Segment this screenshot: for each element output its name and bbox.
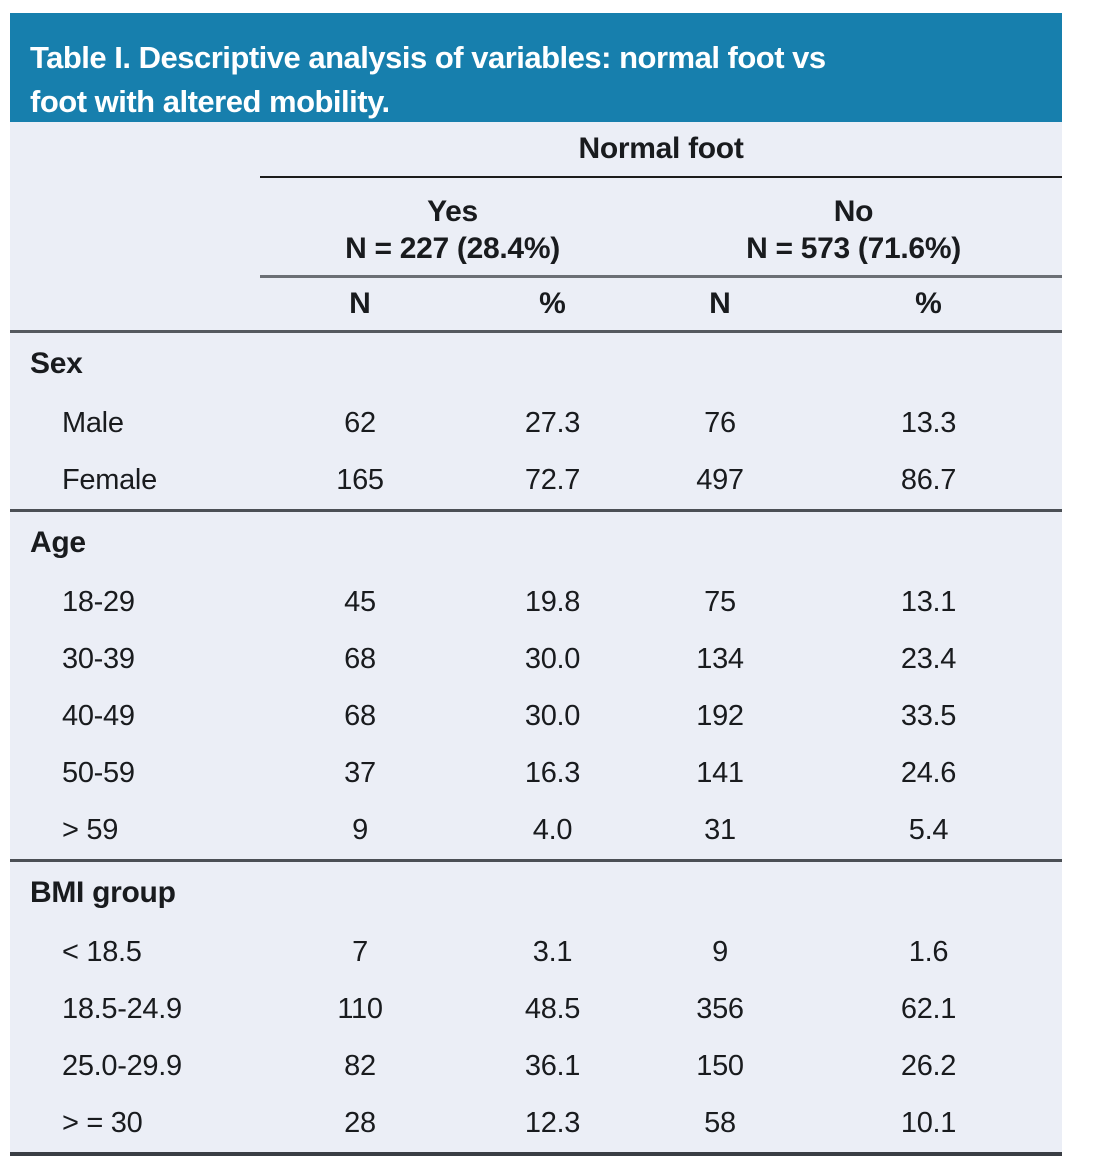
section-header-row: Age (10, 512, 1062, 574)
row-label: Male (62, 407, 124, 439)
cell-no-n: 75 (704, 586, 736, 618)
section-header-row: Sex (10, 333, 1062, 395)
cell-yes-pct: 48.5 (524, 993, 581, 1025)
cell-yes-pct: 3.1 (532, 936, 573, 968)
cell-yes-pct: 72.7 (524, 464, 581, 496)
column-header-no-n: N (709, 287, 731, 320)
column-header-row: N % N % (10, 278, 1062, 333)
cell-yes-pct: 4.0 (532, 814, 573, 846)
subgroup-yes-cell: Yes N = 227 (28.4%) (260, 178, 645, 278)
page: Table I. Descriptive analysis of variabl… (0, 13, 1096, 1163)
cell-yes-pct: 30.0 (524, 643, 581, 675)
section-bmi-group: BMI group < 18.5 7 3.1 9 1.6 18.5-24.9 1… (10, 859, 1062, 1152)
section-age: Age 18-29 45 19.8 75 13.1 30-39 68 30.0 … (10, 509, 1062, 859)
cell-no-pct: 33.5 (900, 700, 957, 732)
group-header-row: Normal foot (10, 122, 1062, 178)
cell-yes-n: 68 (344, 643, 376, 675)
cell-no-pct: 24.6 (900, 757, 957, 789)
spacer-cell (10, 178, 260, 278)
row-label: 18-29 (62, 586, 135, 618)
descriptive-table: Normal foot Yes N = 227 (28.4%) No N = 5… (10, 122, 1062, 1156)
cell-no-pct: 10.1 (900, 1107, 957, 1139)
cell-no-pct: 5.4 (908, 814, 949, 846)
column-header-yes-pct: % (539, 287, 566, 320)
cell-no-n: 356 (696, 993, 744, 1025)
cell-yes-pct: 12.3 (524, 1107, 581, 1139)
spacer-cell (10, 122, 260, 178)
column-header-yes-n: N (349, 287, 371, 320)
section-sex: Sex Male 62 27.3 76 13.3 Female 165 72.7… (10, 333, 1062, 509)
table-row: > 59 9 4.0 31 5.4 (10, 802, 1062, 859)
cell-no-n: 76 (704, 407, 736, 439)
cell-no-n: 141 (696, 757, 744, 789)
cell-yes-pct: 27.3 (524, 407, 581, 439)
spacer-cell (10, 278, 260, 330)
cell-no-pct: 23.4 (900, 643, 957, 675)
row-label: 30-39 (62, 643, 135, 675)
group-header-label: Normal foot (578, 132, 744, 165)
cell-yes-n: 110 (337, 993, 383, 1025)
cell-no-n: 134 (696, 643, 744, 675)
table-title: Table I. Descriptive analysis of variabl… (30, 40, 826, 119)
table-row: Male 62 27.3 76 13.3 (10, 395, 1062, 452)
row-label: > 59 (62, 814, 119, 846)
cell-no-pct: 13.3 (900, 407, 957, 439)
table-row: 50-59 37 16.3 141 24.6 (10, 745, 1062, 802)
row-label: 50-59 (62, 757, 135, 789)
table-row: Female 165 72.7 497 86.7 (10, 452, 1062, 509)
column-header-no-pct: % (915, 287, 942, 320)
row-label: < 18.5 (62, 936, 142, 968)
table-row: 18.5-24.9 110 48.5 356 62.1 (10, 981, 1062, 1038)
cell-yes-n: 7 (352, 936, 368, 968)
cell-no-pct: 1.6 (908, 936, 949, 968)
group-header-cell: Normal foot (260, 122, 1062, 178)
cell-yes-pct: 19.8 (524, 586, 581, 618)
row-label: Female (62, 464, 157, 496)
cell-yes-n: 165 (336, 464, 384, 496)
subgroup-yes-count: N = 227 (28.4%) (345, 231, 560, 265)
cell-no-pct: 13.1 (900, 586, 957, 618)
cell-yes-n: 68 (344, 700, 376, 732)
subgroup-no-label: No (833, 194, 874, 228)
cell-yes-pct: 36.1 (524, 1050, 581, 1082)
cell-yes-n: 9 (352, 814, 368, 846)
section-label: Age (30, 526, 86, 559)
cell-yes-pct: 16.3 (524, 757, 581, 789)
subgroup-header-row: Yes N = 227 (28.4%) No N = 573 (71.6%) (10, 178, 1062, 278)
cell-no-n: 58 (704, 1107, 736, 1139)
section-header-row: BMI group (10, 862, 1062, 924)
section-label: BMI group (30, 876, 176, 909)
cell-yes-n: 28 (344, 1107, 376, 1139)
row-label: 40-49 (62, 700, 135, 732)
cell-yes-pct: 30.0 (524, 700, 581, 732)
cell-no-n: 9 (712, 936, 728, 968)
section-label: Sex (30, 347, 83, 380)
subgroup-yes-label: Yes (427, 194, 478, 228)
table-row: 18-29 45 19.8 75 13.1 (10, 574, 1062, 631)
table-row: 40-49 68 30.0 192 33.5 (10, 688, 1062, 745)
row-label: 25.0-29.9 (62, 1050, 182, 1082)
cell-no-pct: 62.1 (900, 993, 957, 1025)
cell-no-n: 497 (696, 464, 744, 496)
row-label: 18.5-24.9 (62, 993, 182, 1025)
subgroup-no-cell: No N = 573 (71.6%) (645, 178, 1062, 278)
cell-no-n: 150 (696, 1050, 744, 1082)
cell-no-pct: 26.2 (900, 1050, 957, 1082)
row-label: > = 30 (62, 1107, 143, 1139)
cell-no-n: 192 (696, 700, 744, 732)
table-row: 25.0-29.9 82 36.1 150 26.2 (10, 1038, 1062, 1095)
cell-yes-n: 45 (344, 586, 376, 618)
table-row: < 18.5 7 3.1 9 1.6 (10, 924, 1062, 981)
cell-yes-n: 82 (344, 1050, 376, 1082)
subgroup-no-count: N = 573 (71.6%) (746, 231, 961, 265)
table-title-banner: Table I. Descriptive analysis of variabl… (10, 13, 1062, 122)
cell-yes-n: 62 (344, 407, 376, 439)
cell-no-pct: 86.7 (900, 464, 957, 496)
table-row: > = 30 28 12.3 58 10.1 (10, 1095, 1062, 1152)
table-row: 30-39 68 30.0 134 23.4 (10, 631, 1062, 688)
cell-no-n: 31 (704, 814, 736, 846)
cell-yes-n: 37 (344, 757, 376, 789)
